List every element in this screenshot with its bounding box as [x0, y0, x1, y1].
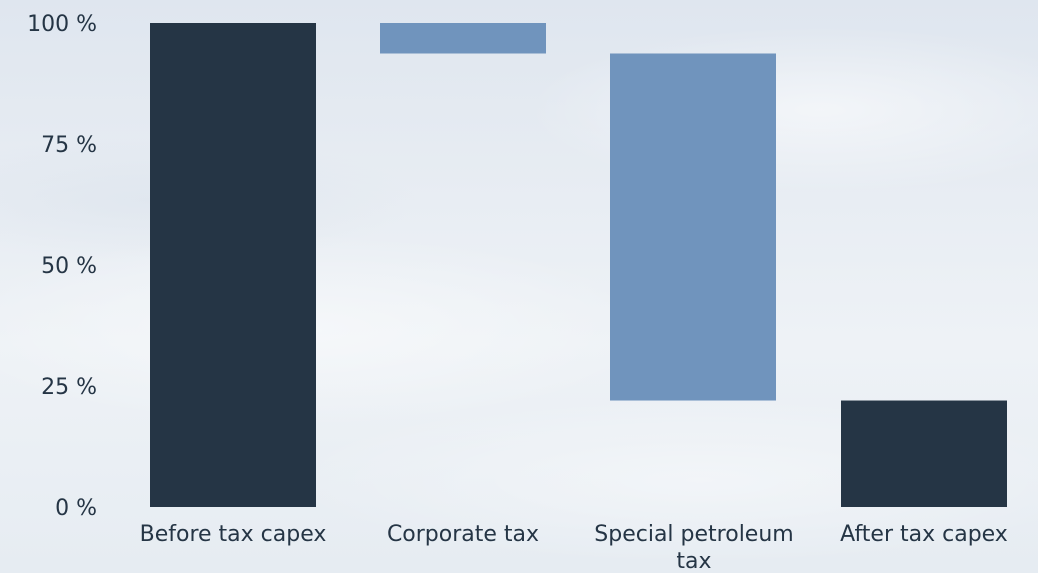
bar-after-tax-capex: [841, 400, 1007, 507]
bar-special-petroleum-tax: [610, 53, 776, 401]
bar-before-tax-capex: [150, 23, 316, 507]
y-axis: 0 % 25 % 50 % 75 % 100 %: [27, 12, 97, 521]
y-tick-label: 25 %: [41, 375, 97, 400]
bars: [150, 23, 1007, 507]
bar-corporate-tax: [380, 23, 546, 54]
y-tick-label: 75 %: [41, 133, 97, 158]
y-tick-label: 50 %: [41, 254, 97, 279]
y-tick-label: 100 %: [27, 12, 97, 37]
x-category-label: After tax capex: [840, 522, 1008, 547]
x-axis: Before tax capex Corporate tax Special pet…: [140, 522, 1008, 573]
x-category-label: Corporate tax: [387, 522, 539, 547]
y-tick-label: 0 %: [55, 496, 97, 521]
x-category-label: Before tax capex: [140, 522, 327, 547]
x-category-label: Special petroleum tax: [594, 522, 793, 573]
